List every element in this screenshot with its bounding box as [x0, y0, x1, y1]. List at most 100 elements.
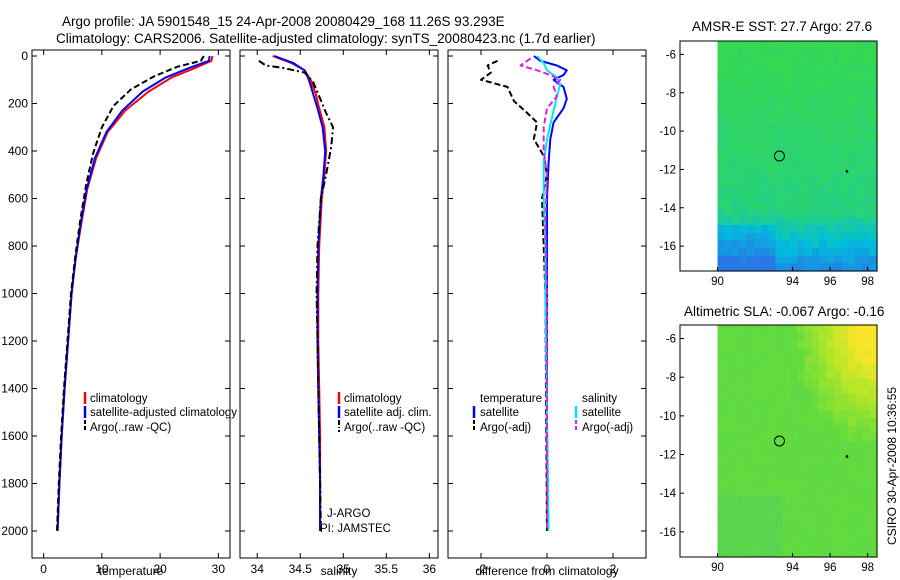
heatmap-cell [797, 433, 806, 442]
heatmap-cell [848, 541, 856, 550]
heatmap-cell [724, 87, 733, 96]
heatmap-cell [753, 433, 762, 442]
heatmap-cell [724, 394, 733, 403]
heatmap-cell [869, 71, 878, 80]
heatmap-cell [811, 479, 820, 488]
heatmap-cell [739, 410, 748, 419]
heatmap-cell [775, 402, 784, 411]
heatmap-cell [833, 133, 842, 142]
heatmap-cell [811, 325, 820, 334]
heatmap-cell [833, 332, 842, 342]
heatmap-cell [782, 425, 791, 434]
heatmap-cell [739, 41, 748, 50]
heatmap-cell [761, 110, 769, 119]
heatmap-cell [855, 125, 864, 134]
heatmap-cell [761, 510, 769, 519]
heatmap-cell [840, 41, 849, 50]
heatmap-cell [782, 510, 791, 519]
heatmap-cell [811, 186, 820, 195]
heatmap-cell [761, 156, 769, 165]
heatmap-cell [761, 225, 769, 234]
heatmap-cell [768, 495, 777, 504]
heatmap-cell [826, 456, 835, 465]
heatmap-cell [746, 379, 755, 388]
heatmap-cell [768, 117, 777, 126]
heatmap-cell [826, 171, 835, 180]
heatmap-cell [819, 417, 827, 427]
heatmap-cell [819, 471, 827, 481]
heatmap-cell [761, 186, 769, 195]
heatmap-cell [862, 125, 871, 134]
heatmap-cell [826, 217, 835, 226]
heatmap-cell [848, 125, 856, 134]
heatmap-cell [782, 209, 791, 218]
heatmap-cell [869, 255, 878, 264]
heatmap-cell [826, 371, 835, 380]
heatmap-cell [811, 518, 820, 527]
heatmap-cell [819, 225, 827, 234]
heatmap-cell [768, 348, 777, 357]
heatmap-cell [862, 56, 871, 65]
heatmap-cell [782, 526, 791, 535]
heatmap-cell [775, 433, 784, 442]
heatmap-cell [724, 425, 733, 434]
heatmap-cell [862, 402, 871, 411]
heatmap-cell [717, 502, 726, 512]
heatmap-cell [782, 549, 791, 558]
heatmap-cell [848, 425, 856, 434]
heatmap-cell [840, 386, 849, 396]
heatmap-cell [819, 425, 827, 434]
heatmap-cell [753, 240, 762, 249]
heatmap-cell [724, 94, 733, 103]
heatmap-cell [811, 363, 820, 372]
heatmap-cell [753, 410, 762, 419]
heatmap-cell [840, 471, 849, 481]
heatmap-cell [848, 340, 856, 349]
heatmap-cell [833, 510, 842, 519]
heatmap-cell [826, 117, 835, 126]
heatmap-cell [782, 448, 791, 458]
heatmap-cell [753, 156, 762, 165]
heatmap-cell [775, 549, 784, 558]
heatmap-cell [782, 248, 791, 257]
heatmap-cell [753, 417, 762, 427]
heatmap-cell [746, 232, 755, 241]
heatmap-cell [717, 332, 726, 342]
heatmap-cell [848, 502, 856, 512]
heatmap-cell [840, 448, 849, 458]
salinity-legend: climatology satellite adj. clim. Argo(..… [320, 392, 432, 535]
heatmap-cell [782, 133, 791, 142]
heatmap-cell [819, 71, 827, 80]
heatmap-cell [855, 495, 864, 504]
heatmap-cell [775, 464, 784, 473]
heatmap-cell [761, 133, 769, 142]
heatmap-cell [782, 71, 791, 80]
heatmap-cell [819, 348, 827, 357]
heatmap-cell [862, 510, 871, 519]
heatmap-cell [811, 255, 820, 264]
legend-label-satellite-adj: satellite adj. clim. [344, 407, 432, 419]
heatmap-cell [724, 526, 733, 535]
heatmap-cell [797, 102, 806, 111]
heatmap-cell [761, 125, 769, 134]
heatmap-cell [811, 464, 820, 473]
heatmap-cell [819, 202, 827, 211]
heatmap-cell [739, 433, 748, 442]
heatmap-cell [717, 133, 726, 142]
heatmap-cell [840, 479, 849, 488]
heatmap-cell [724, 533, 733, 543]
heatmap-cell [768, 225, 777, 234]
y-tick-label: -8 [666, 372, 676, 384]
heatmap-cell [811, 533, 820, 543]
heatmap-cell [833, 417, 842, 427]
heatmap-cell [855, 202, 864, 211]
heatmap-cell [811, 495, 820, 504]
heatmap-cell [746, 94, 755, 103]
heatmap-cell [790, 371, 798, 380]
heatmap-cell [775, 332, 784, 342]
heatmap-cell [804, 456, 813, 465]
heatmap-cell [819, 456, 827, 465]
heatmap-cell [732, 56, 740, 65]
heatmap-cell [797, 363, 806, 372]
